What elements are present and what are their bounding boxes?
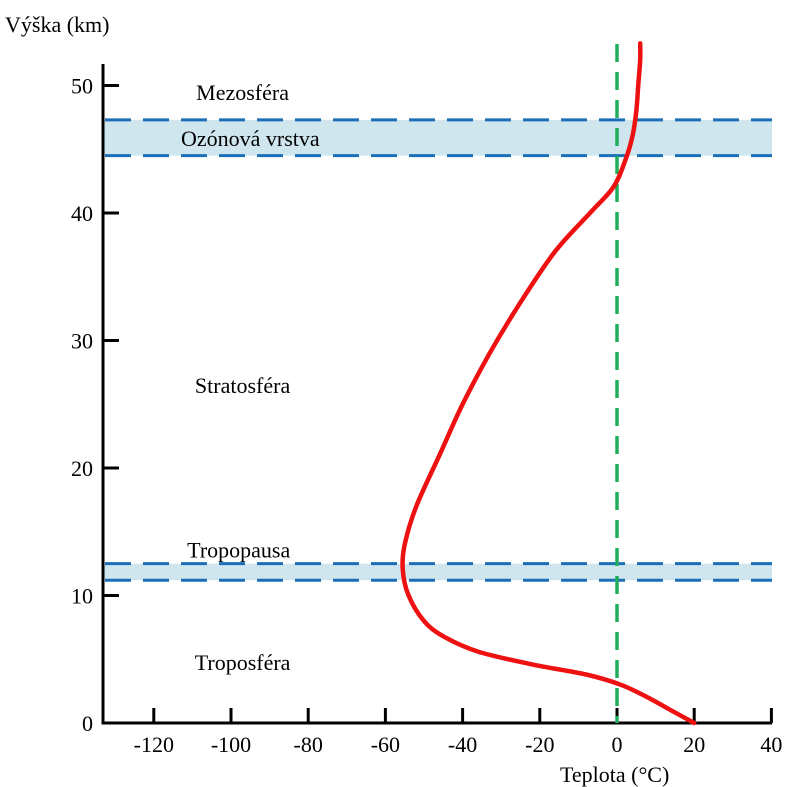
y-axis-title: Výška (km) bbox=[5, 12, 109, 37]
x-axis-title: Teplota (°C) bbox=[560, 762, 669, 787]
y-tick-label-50: 50 bbox=[71, 74, 93, 99]
y-tick-label-20: 20 bbox=[71, 456, 93, 481]
y-tick-label-0: 0 bbox=[82, 711, 93, 736]
x-tick-label-40: 40 bbox=[760, 732, 782, 757]
x-tick-label-20: 20 bbox=[683, 732, 705, 757]
band-fill-0 bbox=[103, 119, 772, 156]
y-tick-label-30: 30 bbox=[71, 329, 93, 354]
x-tick-label--100: -100 bbox=[211, 732, 251, 757]
x-tick-label-0: 0 bbox=[612, 732, 623, 757]
band-fill-1 bbox=[103, 563, 772, 581]
x-tick-label--40: -40 bbox=[448, 732, 477, 757]
y-tick-label-40: 40 bbox=[71, 201, 93, 226]
region-label-1: Ozónová vrstva bbox=[181, 126, 320, 151]
x-tick-label--60: -60 bbox=[371, 732, 400, 757]
curve-layer bbox=[400, 41, 697, 726]
region-label-0: Mezosféra bbox=[196, 80, 289, 105]
region-label-2: Stratosféra bbox=[195, 373, 291, 398]
y-tick-label-10: 10 bbox=[71, 584, 93, 609]
region-label-3: Tropopausa bbox=[187, 538, 290, 563]
axes-layer: 0 10 20 30 40 50 -120 -100 -80 -60 -40 -20 0 20 40 bbox=[71, 64, 782, 757]
labels-layer: Mezosféra Ozónová vrstva Stratosféra Tropop… bbox=[181, 80, 320, 675]
bands-layer bbox=[103, 118, 772, 582]
x-tick-label--120: -120 bbox=[134, 732, 174, 757]
x-tick-label--80: -80 bbox=[294, 732, 323, 757]
temperature-curve-0 bbox=[400, 41, 697, 726]
region-label-4: Troposféra bbox=[195, 650, 291, 675]
x-tick-label--20: -20 bbox=[525, 732, 554, 757]
